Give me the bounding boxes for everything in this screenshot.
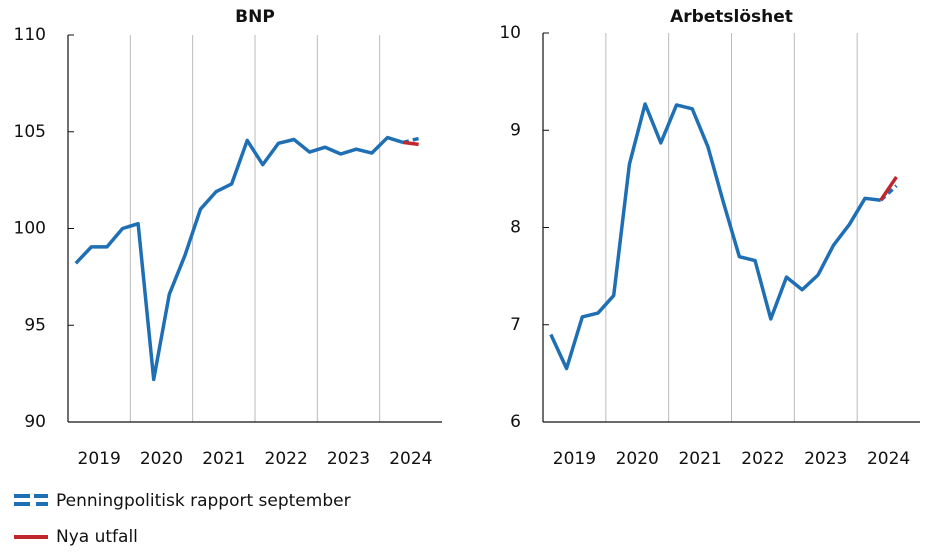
x-tick-label: 2021 — [202, 449, 245, 469]
x-tick-label: 2019 — [553, 449, 596, 469]
x-tick-label: 2023 — [804, 449, 847, 469]
x-tick-label: 2020 — [616, 449, 659, 469]
x-tick-label: 2024 — [867, 449, 910, 469]
x-tick-label: 2024 — [389, 449, 432, 469]
legend-label: Penningpolitisk rapport september — [56, 491, 351, 511]
series-line — [879, 175, 898, 202]
y-tick-label: 110 — [14, 25, 46, 45]
y-tick-label: 10 — [499, 23, 521, 43]
y-tick-label: 90 — [24, 412, 46, 432]
x-tick-label: 2022 — [741, 449, 784, 469]
x-tick-label: 2022 — [265, 449, 308, 469]
y-tick-label: 7 — [510, 315, 521, 335]
chart-title: Arbetslöshet — [670, 7, 793, 27]
series-line — [549, 102, 881, 371]
x-tick-label: 2021 — [678, 449, 721, 469]
x-tick-label: 2019 — [78, 449, 121, 469]
x-tick-label: 2023 — [327, 449, 370, 469]
y-tick-label: 9 — [510, 120, 521, 140]
y-tick-label: 6 — [510, 412, 521, 432]
y-tick-label: 95 — [24, 315, 46, 335]
legend-label: Nya utfall — [56, 527, 138, 547]
y-tick-label: 100 — [14, 219, 46, 239]
y-tick-label: 8 — [510, 218, 521, 238]
y-tick-label: 105 — [14, 122, 46, 142]
chart-title: BNP — [235, 7, 275, 27]
series-line — [74, 135, 404, 382]
series-line — [402, 140, 419, 147]
x-tick-label: 2020 — [140, 449, 183, 469]
